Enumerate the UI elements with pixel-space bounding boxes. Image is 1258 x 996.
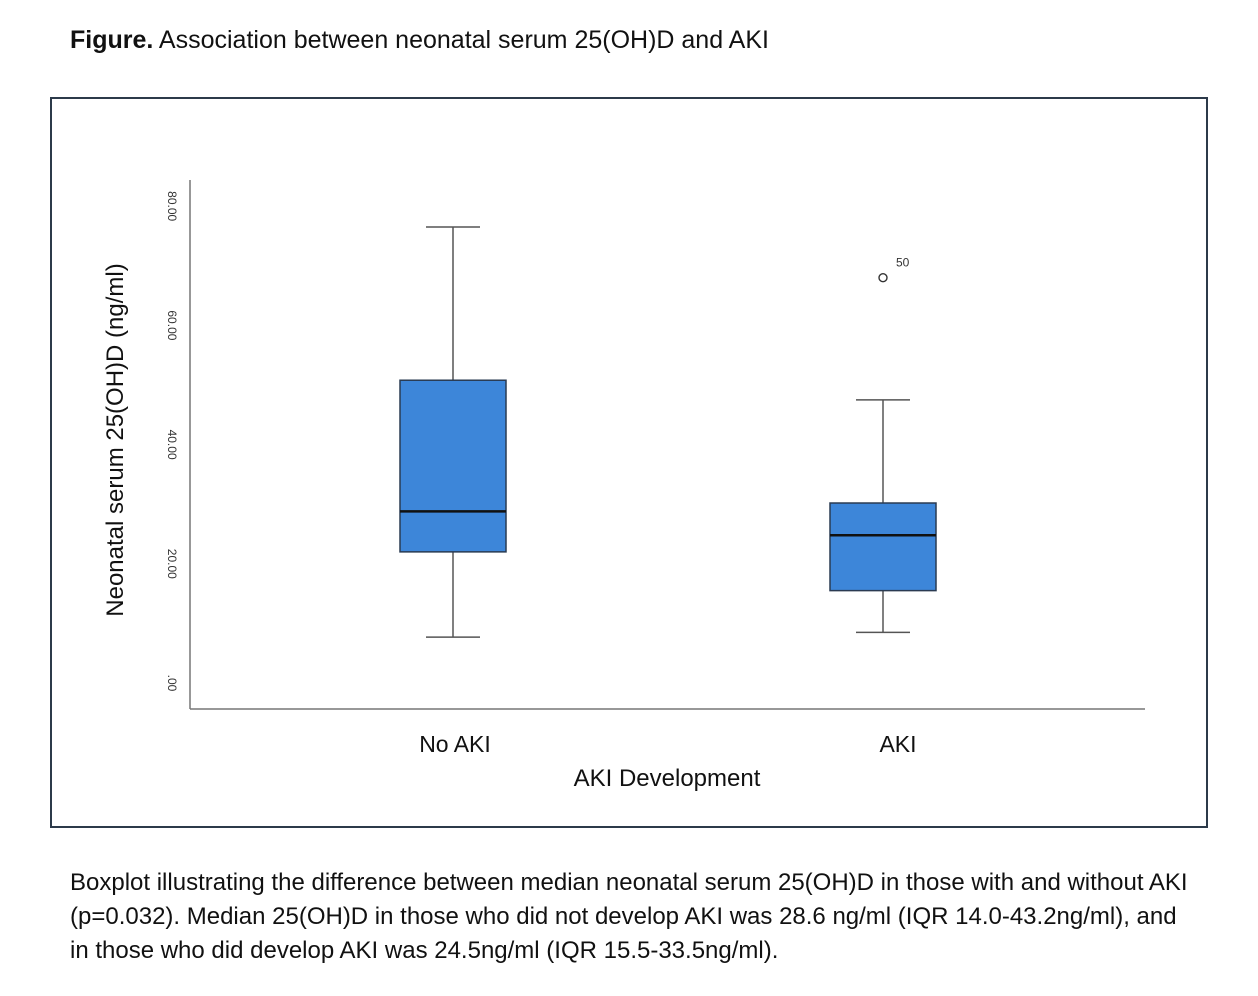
iqr-box <box>399 379 507 553</box>
y-tick-labels: .00 20.00 40.00 60.00 80.00 <box>165 191 179 691</box>
y-tick-label: 20.00 <box>165 549 179 579</box>
iqr-box <box>829 502 937 592</box>
figure-title-text: Association between neonatal serum 25(OH… <box>158 26 769 54</box>
boxplot-chart: .00 20.00 40.00 60.00 80.00 50 No AKI AKI AKI… <box>102 180 1145 792</box>
y-tick-label: .00 <box>165 675 179 692</box>
x-category-label: AKI <box>879 731 916 757</box>
chart-frame <box>50 97 1208 828</box>
y-tick-label: 60.00 <box>165 310 179 340</box>
y-axis-label: Neonatal serum 25(OH)D (ng/ml) <box>102 263 129 616</box>
y-tick-label: 80.00 <box>165 191 179 221</box>
box-group <box>399 226 507 638</box>
x-axis-label: AKI Development <box>574 765 761 792</box>
x-category-labels: No AKI AKI <box>419 731 916 757</box>
x-category-label: No AKI <box>419 731 491 757</box>
figure-title: Figure. Association between neonatal ser… <box>70 26 769 55</box>
figure-label: Figure. <box>70 26 154 54</box>
figure-caption: Boxplot illustrating the difference betw… <box>70 869 1188 964</box>
box-group: 50 <box>829 256 937 634</box>
outlier-label: 50 <box>896 256 910 270</box>
outlier-point <box>878 273 888 283</box>
y-tick-label: 40.00 <box>165 430 179 460</box>
boxes-layer: 50 <box>399 226 937 638</box>
